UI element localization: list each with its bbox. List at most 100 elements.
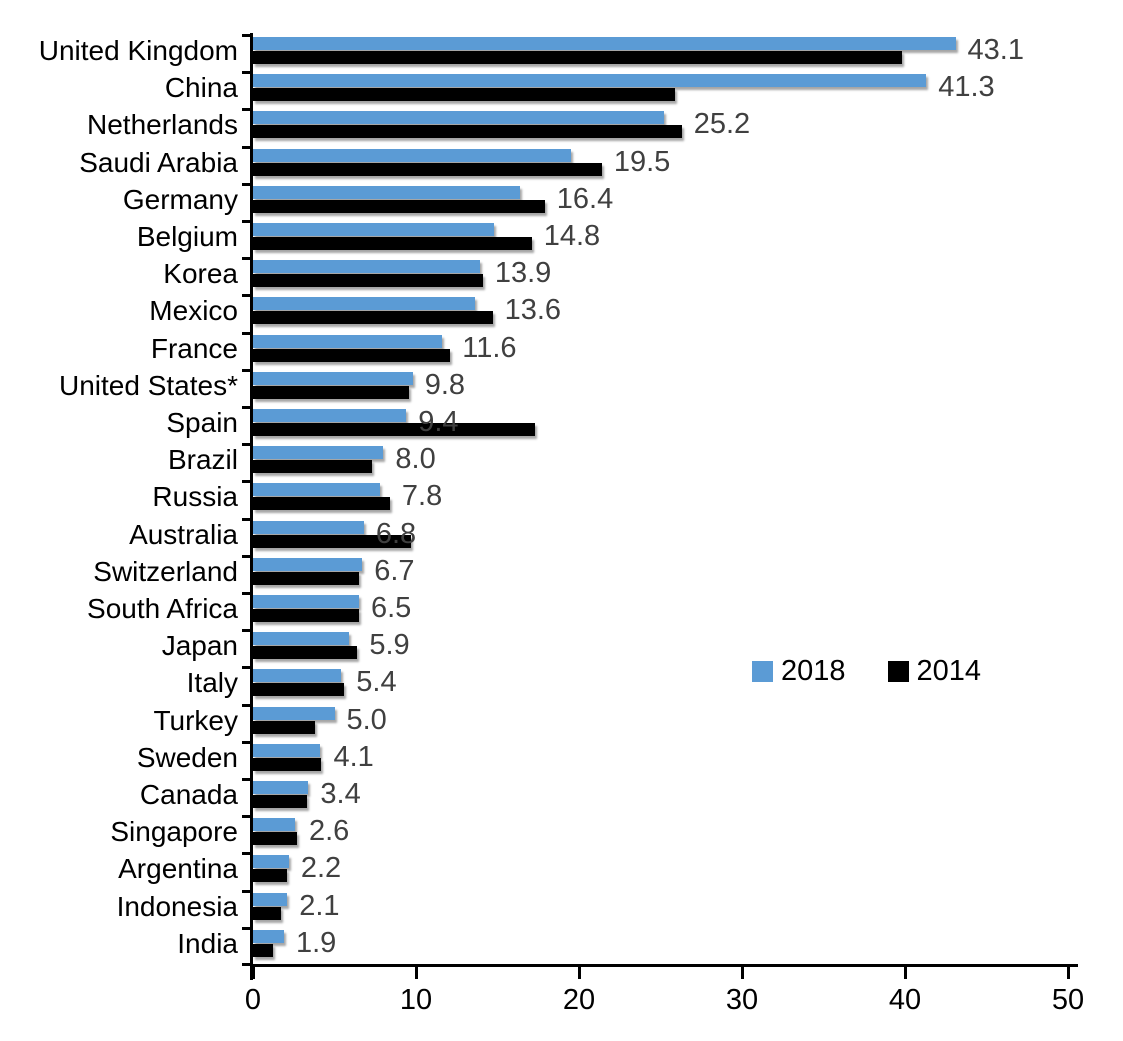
bar-2018 bbox=[253, 520, 364, 534]
bar-2018 bbox=[253, 483, 381, 497]
category-label: China bbox=[164, 72, 238, 104]
value-label: 2.1 bbox=[299, 889, 340, 922]
category-label: Belgium bbox=[136, 221, 238, 252]
value-label: 8.0 bbox=[395, 443, 436, 476]
bar-2018 bbox=[253, 929, 284, 943]
value-label: 19.5 bbox=[613, 145, 671, 178]
bar-2018 bbox=[253, 706, 335, 720]
value-label: 6.7 bbox=[374, 554, 415, 587]
value-label: 3.4 bbox=[320, 778, 361, 810]
bar-2014 bbox=[253, 385, 410, 399]
category-label: United States* bbox=[59, 369, 238, 401]
bar-2018 bbox=[253, 260, 480, 274]
bar-2014 bbox=[253, 311, 493, 325]
y-axis-tick bbox=[242, 182, 250, 186]
category-label: India bbox=[177, 927, 238, 959]
y-axis-tick bbox=[242, 740, 250, 744]
y-axis-tick bbox=[242, 294, 250, 298]
x-tick-label: 30 bbox=[725, 984, 759, 1016]
bar-2018 bbox=[253, 334, 443, 348]
value-label: 1.9 bbox=[295, 926, 337, 959]
y-axis-tick bbox=[242, 852, 250, 856]
y-axis-tick bbox=[242, 71, 250, 75]
x-tick-label: 40 bbox=[888, 984, 922, 1016]
bar-2018 bbox=[253, 148, 571, 162]
y-axis-tick bbox=[242, 963, 250, 966]
bar-2018 bbox=[253, 818, 296, 832]
y-axis-tick bbox=[242, 145, 250, 149]
bar-2018 bbox=[253, 557, 363, 571]
bar-2014 bbox=[253, 683, 345, 697]
y-axis-tick bbox=[242, 554, 250, 558]
value-label: 43.1 bbox=[967, 34, 1024, 66]
y-axis-tick bbox=[242, 368, 250, 372]
y-axis-tick bbox=[242, 666, 250, 670]
value-label: 9.8 bbox=[424, 368, 466, 401]
value-label: 41.3 bbox=[938, 71, 995, 104]
category-label: Korea bbox=[163, 258, 238, 290]
legend-label-2018: 2018 bbox=[781, 655, 846, 687]
category-label: South Africa bbox=[87, 593, 238, 624]
bar-2014 bbox=[253, 199, 545, 213]
x-axis-line bbox=[250, 964, 1078, 967]
category-label: Saudi Arabia bbox=[79, 146, 238, 178]
x-tick-label: 20 bbox=[562, 984, 596, 1016]
legend-label-2014: 2014 bbox=[916, 655, 982, 687]
value-label: 13.9 bbox=[494, 257, 552, 290]
x-axis-tick bbox=[1067, 964, 1070, 979]
bar-2014 bbox=[253, 274, 483, 288]
bar-2018 bbox=[253, 669, 342, 683]
bar-2018 bbox=[253, 409, 407, 422]
y-axis-tick bbox=[242, 703, 250, 707]
category-label: Russia bbox=[152, 481, 238, 513]
x-axis-tick bbox=[578, 964, 581, 979]
y-axis-tick bbox=[242, 220, 250, 223]
y-axis-tick bbox=[242, 331, 250, 335]
bar-2014 bbox=[253, 125, 682, 139]
bar-2014 bbox=[253, 460, 372, 474]
y-axis-tick bbox=[242, 889, 250, 893]
value-label: 5.4 bbox=[356, 666, 397, 699]
category-label: Mexico bbox=[149, 295, 238, 327]
legend: 2018 2014 bbox=[752, 655, 981, 688]
value-label: 2.6 bbox=[309, 815, 350, 848]
y-axis-tick bbox=[242, 517, 250, 521]
category-label: Netherlands bbox=[87, 109, 238, 141]
category-label: Japan bbox=[161, 630, 238, 662]
bar-2018 bbox=[253, 892, 288, 906]
y-axis-line bbox=[250, 33, 253, 980]
bar-2014 bbox=[253, 571, 359, 585]
y-axis-tick bbox=[242, 480, 250, 484]
bar-2014 bbox=[253, 646, 358, 660]
value-label: 11.6 bbox=[462, 331, 517, 364]
value-label: 4.1 bbox=[333, 740, 374, 773]
value-label: 6.5 bbox=[370, 592, 412, 624]
value-label: 14.8 bbox=[543, 220, 601, 252]
bar-2018 bbox=[253, 595, 359, 608]
y-axis-tick bbox=[242, 629, 250, 633]
value-label: 25.2 bbox=[693, 108, 751, 141]
bar-2014 bbox=[253, 88, 676, 102]
bar-2014 bbox=[253, 869, 288, 883]
category-label: United Kingdom bbox=[38, 35, 238, 66]
x-tick-label: 50 bbox=[1051, 984, 1085, 1016]
bar-2018 bbox=[253, 855, 289, 869]
category-label: Turkey bbox=[153, 704, 238, 736]
bar-2018 bbox=[253, 297, 475, 311]
y-axis-tick bbox=[242, 926, 250, 930]
category-label: Brazil bbox=[167, 444, 238, 476]
y-axis-tick bbox=[242, 108, 250, 112]
y-axis-tick bbox=[242, 778, 250, 781]
legend-swatch-2018 bbox=[752, 661, 773, 682]
category-label: Indonesia bbox=[116, 890, 238, 922]
y-axis-tick bbox=[242, 406, 250, 409]
value-label: 16.4 bbox=[556, 182, 614, 215]
y-axis-tick bbox=[242, 443, 250, 447]
category-label: Australia bbox=[129, 518, 238, 550]
y-axis-tick bbox=[242, 592, 250, 595]
bar-2018 bbox=[253, 37, 956, 50]
bar-2018 bbox=[253, 111, 664, 125]
bar-2018 bbox=[253, 743, 320, 757]
legend-swatch-2014 bbox=[887, 661, 909, 682]
